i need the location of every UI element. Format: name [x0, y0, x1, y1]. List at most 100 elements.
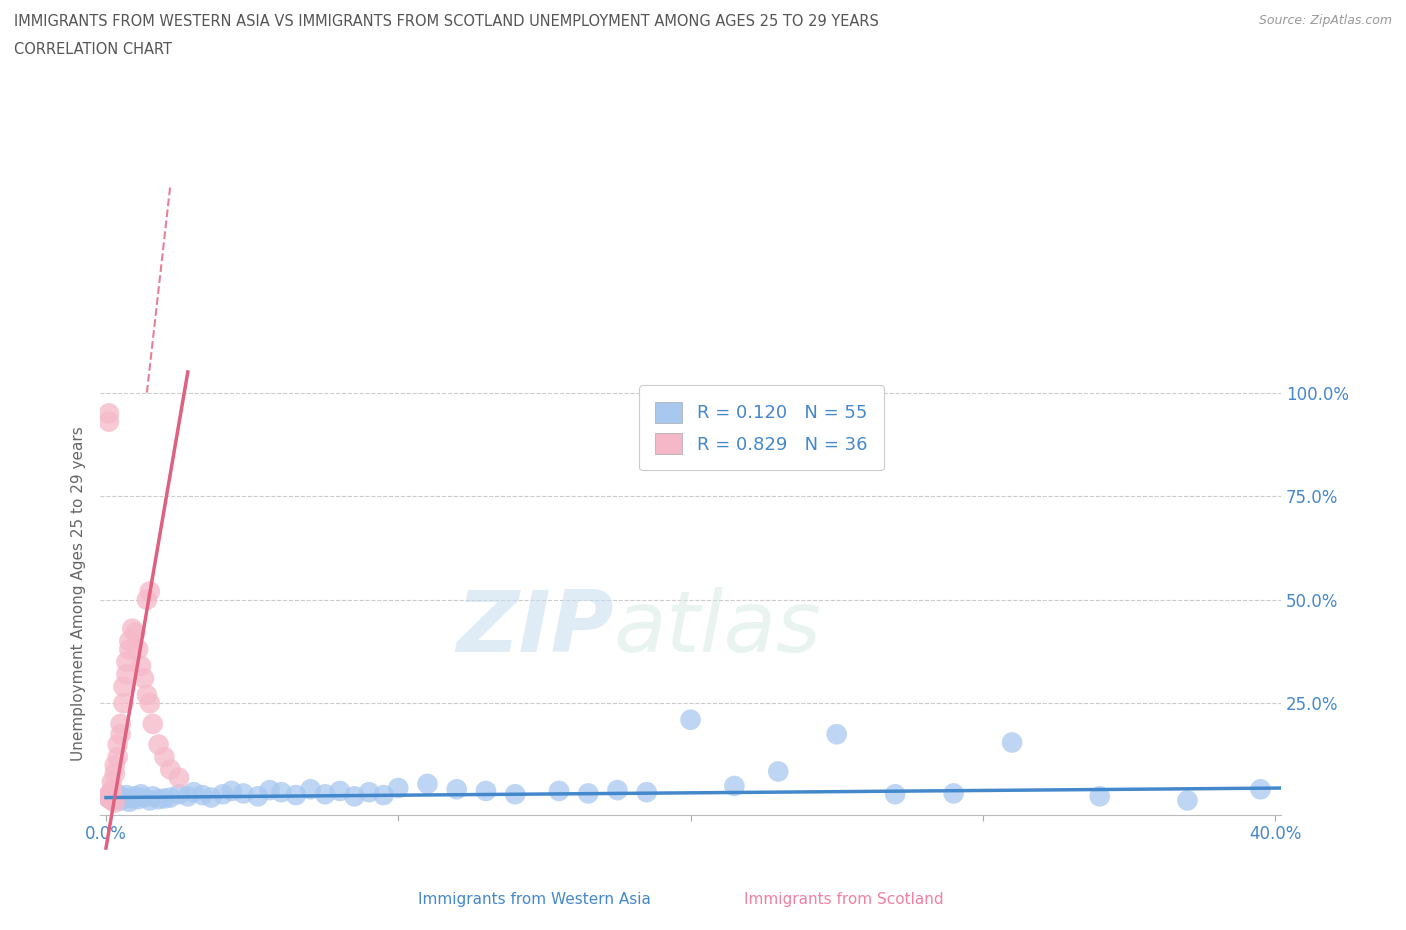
Point	[159, 762, 181, 777]
Point	[723, 778, 745, 793]
Point	[153, 750, 176, 764]
Point	[112, 696, 135, 711]
Point	[1177, 793, 1199, 808]
Point	[107, 787, 129, 802]
Point	[357, 785, 380, 800]
Point	[167, 787, 190, 802]
Point	[232, 786, 254, 801]
Text: CORRELATION CHART: CORRELATION CHART	[14, 42, 172, 57]
Point	[153, 790, 176, 805]
Point	[135, 592, 157, 607]
Point	[299, 782, 322, 797]
Text: Immigrants from Scotland: Immigrants from Scotland	[744, 892, 943, 907]
Point	[118, 633, 141, 648]
Point	[416, 777, 439, 791]
Text: IMMIGRANTS FROM WESTERN ASIA VS IMMIGRANTS FROM SCOTLAND UNEMPLOYMENT AMONG AGES: IMMIGRANTS FROM WESTERN ASIA VS IMMIGRAN…	[14, 14, 879, 29]
Point	[246, 789, 269, 804]
Point	[606, 783, 628, 798]
Point	[636, 785, 658, 800]
Point	[177, 789, 200, 804]
Point	[97, 789, 120, 804]
Point	[132, 790, 155, 805]
Point	[183, 785, 205, 800]
Text: Source: ZipAtlas.com: Source: ZipAtlas.com	[1258, 14, 1392, 27]
Point	[142, 716, 165, 731]
Point	[124, 625, 146, 640]
Point	[142, 789, 165, 804]
Point	[127, 791, 149, 806]
Point	[314, 787, 336, 802]
Point	[139, 793, 162, 808]
Point	[129, 658, 152, 673]
Point	[118, 642, 141, 657]
Point	[107, 750, 129, 764]
Point	[259, 783, 281, 798]
Point	[112, 679, 135, 694]
Point	[191, 788, 214, 803]
Point	[107, 737, 129, 752]
Point	[139, 696, 162, 711]
Point	[115, 655, 138, 670]
Point	[825, 726, 848, 741]
Point	[121, 621, 143, 636]
Point	[101, 775, 124, 790]
Point	[118, 794, 141, 809]
Point	[576, 786, 599, 801]
Point	[112, 790, 135, 805]
Point	[1001, 735, 1024, 750]
Point	[115, 788, 138, 803]
Point	[110, 726, 132, 741]
Point	[329, 783, 352, 798]
Point	[115, 667, 138, 682]
Point	[104, 791, 127, 806]
Legend: R = 0.120   N = 55, R = 0.829   N = 36: R = 0.120 N = 55, R = 0.829 N = 36	[640, 385, 883, 471]
Point	[387, 780, 409, 795]
Point	[148, 791, 170, 806]
Point	[129, 787, 152, 802]
Point	[679, 712, 702, 727]
Point	[212, 787, 235, 802]
Point	[121, 790, 143, 805]
Point	[768, 764, 790, 779]
Point	[104, 795, 127, 810]
Point	[446, 782, 468, 797]
Point	[110, 716, 132, 731]
Point	[1088, 789, 1111, 804]
Point	[135, 687, 157, 702]
Point	[167, 770, 190, 785]
Point	[101, 785, 124, 800]
Point	[884, 787, 907, 802]
Point	[1250, 782, 1272, 797]
Point	[148, 737, 170, 752]
Text: atlas: atlas	[614, 588, 821, 671]
Point	[343, 789, 366, 804]
Point	[97, 405, 120, 420]
Point	[110, 793, 132, 808]
Point	[104, 766, 127, 781]
Point	[104, 758, 127, 773]
Point	[132, 671, 155, 685]
Point	[139, 584, 162, 599]
Point	[124, 789, 146, 804]
Point	[548, 783, 571, 798]
Point	[97, 790, 120, 805]
Point	[127, 642, 149, 657]
Point	[503, 787, 526, 802]
Point	[942, 786, 965, 801]
Y-axis label: Unemployment Among Ages 25 to 29 years: Unemployment Among Ages 25 to 29 years	[72, 426, 86, 761]
Point	[475, 783, 498, 798]
Point	[97, 787, 120, 802]
Point	[101, 783, 124, 798]
Text: Immigrants from Western Asia: Immigrants from Western Asia	[418, 892, 651, 907]
Point	[200, 790, 222, 805]
Point	[97, 414, 120, 429]
Text: ZIP: ZIP	[456, 588, 614, 671]
Point	[284, 788, 307, 803]
Point	[270, 785, 292, 800]
Point	[101, 789, 124, 804]
Point	[159, 790, 181, 805]
Point	[373, 788, 395, 803]
Point	[221, 783, 243, 798]
Point	[101, 793, 124, 808]
Point	[97, 790, 120, 805]
